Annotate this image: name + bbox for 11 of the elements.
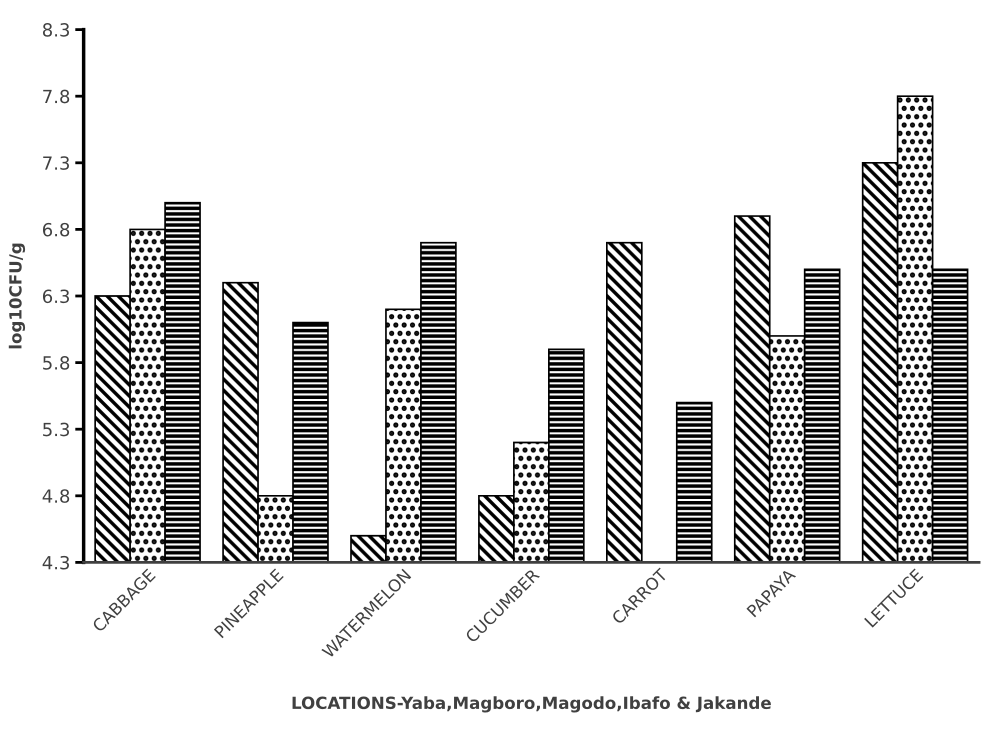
y-tick-label: 6.3 xyxy=(42,289,69,304)
y-tick-label: 5.8 xyxy=(43,356,70,370)
y-tick-label: 4.8 xyxy=(42,489,70,503)
y-tick-label: 7.8 xyxy=(43,90,70,104)
y-tick-label: 6.8 xyxy=(42,222,70,237)
y-axis-title: log10CFU/g xyxy=(8,244,26,348)
y-tick-label: 7.3 xyxy=(43,156,69,170)
y-tick-label: 8.3 xyxy=(42,23,69,37)
y-tick-label: 5.3 xyxy=(43,422,69,436)
y-tick-label: 4.3 xyxy=(42,556,69,570)
x-axis-title: LOCATIONS-Yaba,Magboro,Magodo,Ibafo & Jakande xyxy=(292,696,771,712)
